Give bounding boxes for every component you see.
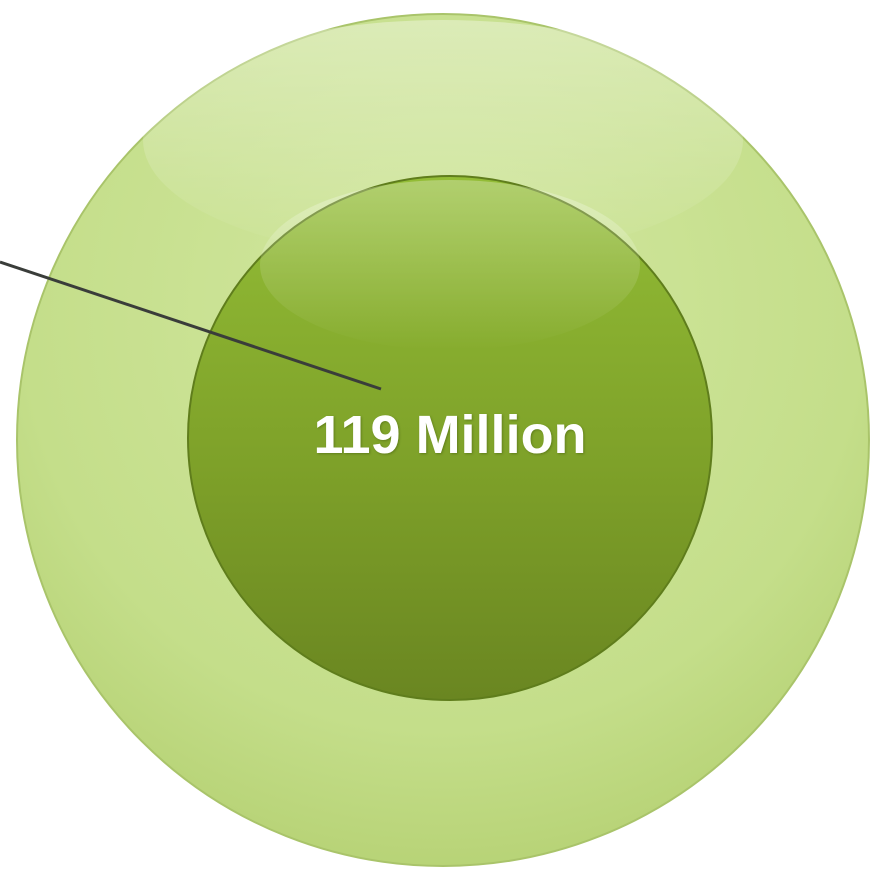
inner-circle-highlight xyxy=(260,180,640,350)
outer-circle-highlight xyxy=(143,20,743,260)
leader-line xyxy=(0,260,382,391)
center-value-label: 119 Million xyxy=(313,405,587,465)
